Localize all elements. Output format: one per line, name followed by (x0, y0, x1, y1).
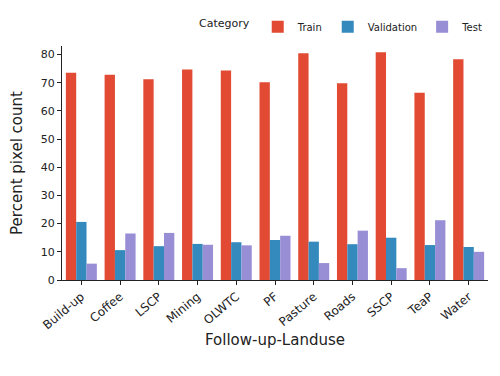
svg-text:Mining: Mining (164, 290, 204, 326)
svg-text:Pasture: Pasture (276, 290, 319, 329)
svg-text:10: 10 (41, 246, 55, 259)
svg-text:40: 40 (41, 161, 55, 174)
svg-text:Test: Test (461, 22, 482, 33)
svg-text:Train: Train (297, 22, 322, 33)
svg-text:Validation: Validation (368, 22, 417, 33)
svg-text:Coffee: Coffee (87, 290, 126, 326)
svg-text:Roads: Roads (321, 290, 358, 324)
svg-text:0: 0 (48, 274, 55, 287)
svg-text:SSCP: SSCP (364, 290, 397, 321)
svg-text:OLWTC: OLWTC (201, 290, 242, 328)
svg-text:80: 80 (41, 48, 55, 61)
svg-text:Build-up: Build-up (40, 290, 87, 333)
svg-text:Water: Water (438, 290, 474, 324)
svg-text:50: 50 (41, 133, 55, 146)
svg-text:PF: PF (261, 290, 281, 310)
svg-text:TeaP: TeaP (405, 290, 436, 319)
svg-text:Percent pixel count: Percent pixel count (8, 91, 26, 235)
svg-text:20: 20 (41, 217, 55, 230)
svg-text:LSCP: LSCP (133, 290, 165, 320)
svg-text:Category: Category (199, 17, 250, 30)
svg-text:Follow-up-Landuse: Follow-up-Landuse (205, 331, 345, 349)
svg-text:60: 60 (41, 105, 55, 118)
svg-text:30: 30 (41, 189, 55, 202)
svg-text:70: 70 (41, 77, 55, 90)
